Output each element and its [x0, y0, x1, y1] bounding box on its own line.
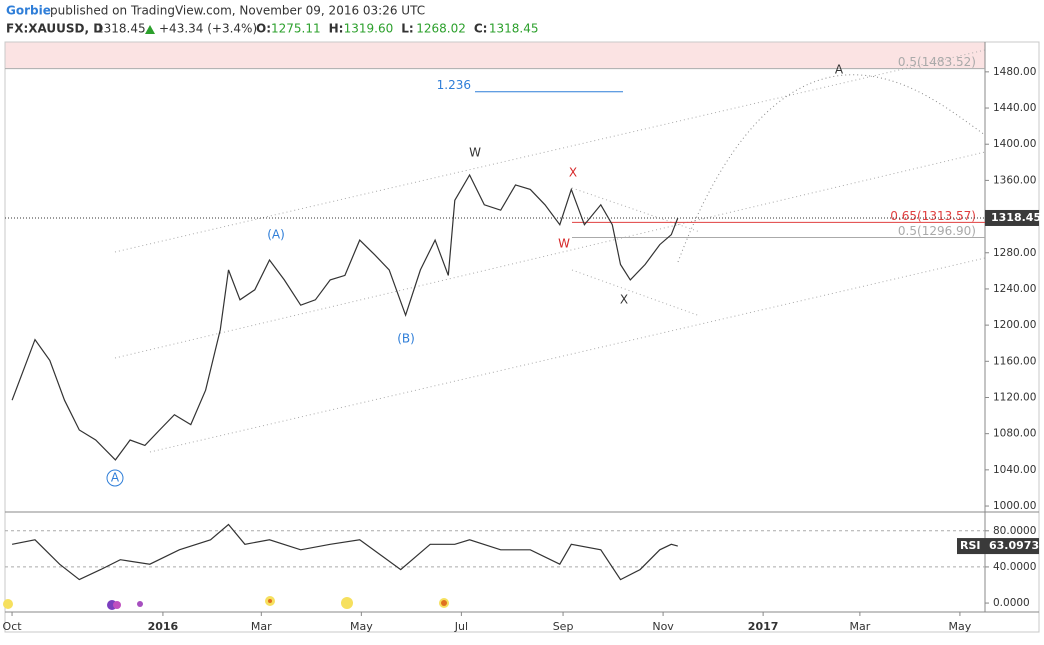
ohlc-label: O:: [256, 22, 271, 36]
ohlc-value: 1268.02: [416, 22, 466, 36]
rsi-box: [985, 538, 1039, 555]
zone: [5, 42, 985, 68]
series-line: [11, 523, 678, 581]
wave-label: X: [620, 293, 628, 307]
rsi-name: RSI: [960, 539, 981, 552]
series-line: [11, 173, 679, 461]
price-box-label: 1318.45: [991, 211, 1041, 224]
y-tick-label: 1200.00: [993, 319, 1036, 331]
x-tick-label: May: [350, 620, 373, 633]
y-tick-label: 1040.00: [993, 464, 1036, 476]
y-tick-label: 40.0000: [993, 561, 1036, 573]
wave-label: A: [111, 471, 120, 485]
change: +43.34 (+3.4%): [159, 22, 257, 36]
wave-label: A: [835, 63, 844, 77]
y-tick-label: 1160.00: [993, 355, 1036, 367]
ohlc-label: L:: [401, 22, 413, 36]
y-tick-label: 1440.00: [993, 102, 1036, 114]
x-tick-label: Mar: [849, 620, 870, 633]
wave-circle: [106, 469, 124, 487]
x-tick-label: Oct: [3, 620, 23, 633]
x-tick-label: 2017: [748, 620, 779, 633]
x-tick-label: Mar: [251, 620, 272, 633]
user[interactable]: Gorbie: [6, 4, 51, 18]
x-tick-label: May: [949, 620, 972, 633]
up-arrow: [145, 25, 155, 34]
wave-label: W: [558, 237, 570, 251]
y-tick-label: 1240.00: [993, 283, 1036, 295]
wave-label: X: [569, 166, 577, 180]
fib-label: 0.5(1296.90): [898, 224, 976, 238]
y-tick-label: 1080.00: [993, 428, 1036, 440]
ohlc-value: 1275.11: [271, 22, 321, 36]
rsi-box-label: 63.0973: [989, 539, 1039, 552]
fib-label: 0.5(1483.52): [898, 55, 976, 69]
ohlc-label: H:: [329, 22, 344, 36]
y-tick-label: 1120.00: [993, 391, 1036, 403]
x-tick-label: Jul: [454, 620, 468, 633]
rsi-name-box: [957, 538, 985, 555]
ohlc-value: 1319.60: [344, 22, 394, 36]
wave-label: (A): [267, 228, 285, 242]
published: published on TradingView.com, November 0…: [50, 4, 425, 18]
y-tick-label: 1000.00: [993, 500, 1036, 512]
ohlc-label: C:: [474, 22, 488, 36]
y-tick-label: 1400.00: [993, 138, 1036, 150]
y-tick-label: 80.0000: [993, 525, 1036, 537]
y-tick-label: 1280.00: [993, 247, 1036, 259]
wave-label: (B): [397, 332, 415, 346]
fib-label: 0.65(1313.57): [890, 209, 976, 223]
x-tick-label: Nov: [652, 620, 674, 633]
y-tick-label: 0.0000: [993, 597, 1030, 609]
symbol: FX:XAUUSD, D: [6, 22, 103, 36]
channels: [114, 49, 986, 453]
y-tick-label: 1480.00: [993, 66, 1036, 78]
fib-label: 1.236: [437, 78, 471, 92]
price-box: [985, 209, 1039, 226]
ohlc-value: 1318.45: [489, 22, 539, 36]
last-price: 1318.45: [96, 22, 146, 36]
wave-label: W: [469, 146, 481, 160]
x-tick-label: Sep: [553, 620, 574, 633]
frame: [4, 41, 1040, 633]
x-tick-label: 2016: [148, 620, 179, 633]
event-icons: [3, 596, 449, 610]
y-tick-label: 1360.00: [993, 174, 1036, 186]
